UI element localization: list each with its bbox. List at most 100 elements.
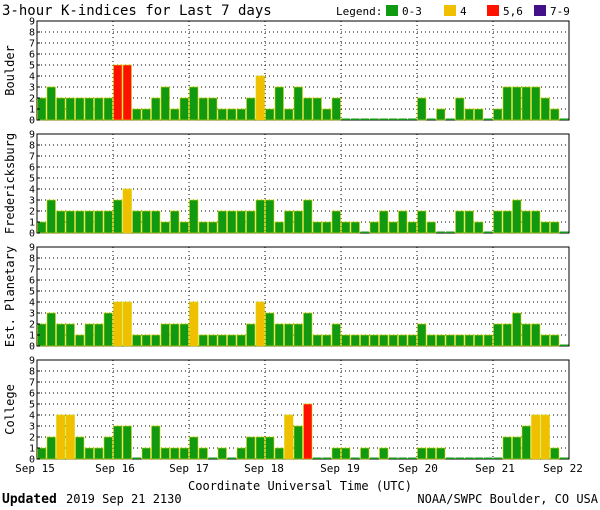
bar bbox=[493, 457, 502, 459]
panel-frame bbox=[36, 246, 570, 347]
bar bbox=[170, 447, 180, 460]
bar bbox=[484, 118, 493, 120]
bar bbox=[46, 436, 56, 460]
bar bbox=[389, 118, 398, 120]
bar bbox=[198, 221, 208, 234]
y-tick-label: 5 bbox=[29, 174, 35, 185]
legend-swatch-1 bbox=[444, 5, 456, 16]
bar bbox=[56, 210, 66, 234]
bar bbox=[189, 436, 199, 460]
legend-entry-3: 7-9 bbox=[550, 5, 570, 18]
y-tick-label: 0 bbox=[29, 229, 35, 240]
x-tick-label: Sep 15 bbox=[15, 462, 55, 475]
bar bbox=[484, 457, 493, 459]
bar bbox=[521, 86, 531, 121]
y-tick-label: 1 bbox=[29, 218, 35, 229]
y-tick-label: 0 bbox=[29, 455, 35, 466]
panel-frame bbox=[36, 359, 570, 460]
bar bbox=[217, 447, 227, 460]
bar bbox=[322, 221, 332, 234]
bar bbox=[351, 457, 360, 459]
bar bbox=[474, 221, 484, 234]
y-tick-label: 3 bbox=[29, 422, 35, 433]
bar bbox=[246, 210, 256, 234]
bar bbox=[369, 334, 379, 347]
bar bbox=[236, 210, 246, 234]
bar bbox=[398, 118, 407, 120]
bar bbox=[521, 323, 531, 347]
bar bbox=[65, 323, 75, 347]
bar bbox=[417, 323, 427, 347]
bar bbox=[531, 414, 541, 460]
bar bbox=[227, 334, 237, 347]
bar bbox=[113, 425, 123, 460]
y-tick-label: 6 bbox=[29, 276, 35, 287]
legend: Legend: 0-3 4 5,6 7-9 bbox=[336, 5, 570, 18]
y-tick-label: 7 bbox=[29, 265, 35, 276]
x-tick-label: Sep 17 bbox=[169, 462, 209, 475]
bar bbox=[274, 86, 284, 121]
bar bbox=[540, 97, 550, 121]
bar bbox=[540, 221, 550, 234]
bar bbox=[293, 425, 303, 460]
bar bbox=[512, 312, 522, 347]
bar bbox=[189, 199, 199, 234]
x-tick-label: Sep 18 bbox=[244, 462, 284, 475]
y-tick-label: 2 bbox=[29, 207, 35, 218]
bar bbox=[455, 97, 465, 121]
bar bbox=[389, 457, 398, 459]
x-tick-label: Sep 20 bbox=[398, 462, 438, 475]
bar bbox=[303, 97, 313, 121]
bar bbox=[484, 231, 493, 233]
bar bbox=[56, 97, 66, 121]
credit-text: NOAA/SWPC Boulder, CO USA bbox=[417, 492, 598, 506]
bar bbox=[208, 334, 218, 347]
legend-swatch-3 bbox=[534, 5, 546, 16]
bar bbox=[293, 323, 303, 347]
bar bbox=[246, 97, 256, 121]
bar bbox=[502, 86, 512, 121]
bar bbox=[46, 199, 56, 234]
bar bbox=[550, 334, 560, 347]
y-tick-label: 9 bbox=[29, 243, 35, 254]
bar bbox=[179, 221, 189, 234]
bar bbox=[512, 86, 522, 121]
bar bbox=[132, 457, 141, 459]
updated-label: Updated bbox=[2, 492, 57, 507]
bar bbox=[65, 414, 75, 460]
bar bbox=[122, 301, 132, 347]
bar bbox=[388, 334, 398, 347]
bar bbox=[331, 210, 341, 234]
bar bbox=[464, 210, 474, 234]
bar bbox=[255, 75, 265, 121]
bar bbox=[189, 86, 199, 121]
bar bbox=[436, 108, 446, 121]
bar bbox=[521, 210, 531, 234]
bar bbox=[426, 221, 436, 234]
bar bbox=[293, 210, 303, 234]
bar bbox=[550, 221, 560, 234]
bar bbox=[56, 414, 66, 460]
bar bbox=[84, 447, 94, 460]
bar bbox=[227, 210, 237, 234]
bar bbox=[265, 199, 275, 234]
bar bbox=[560, 457, 569, 459]
bar bbox=[341, 221, 351, 234]
panel-label: Fredericksburg bbox=[3, 133, 17, 234]
bar bbox=[141, 108, 151, 121]
bar bbox=[265, 108, 275, 121]
bar bbox=[350, 334, 360, 347]
bar bbox=[493, 323, 503, 347]
bar bbox=[151, 97, 161, 121]
bar bbox=[341, 118, 350, 120]
bar bbox=[122, 188, 132, 234]
bar bbox=[227, 457, 236, 459]
y-tick-label: 9 bbox=[29, 17, 35, 28]
bar bbox=[550, 447, 560, 460]
bar bbox=[274, 221, 284, 234]
bar bbox=[293, 86, 303, 121]
bar bbox=[550, 108, 560, 121]
bar bbox=[284, 323, 294, 347]
